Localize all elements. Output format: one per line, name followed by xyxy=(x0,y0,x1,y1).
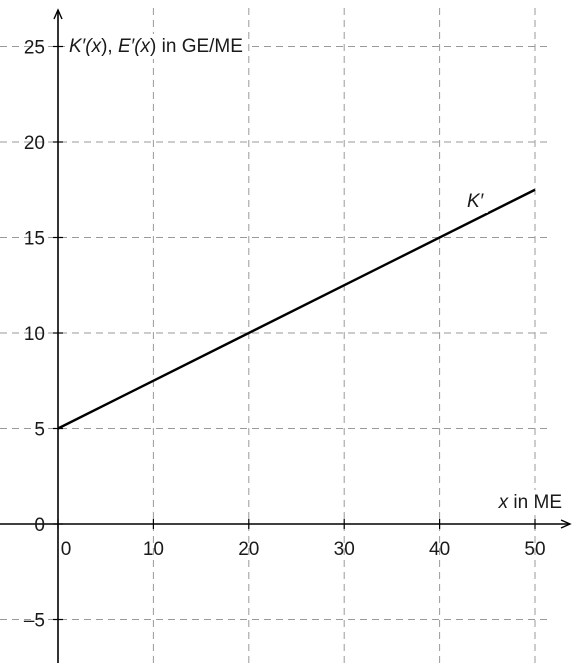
y-axis-label-part: x xyxy=(140,36,152,57)
grid xyxy=(0,8,548,663)
x-tick-label: 0 xyxy=(61,539,72,560)
x-tick-label: 50 xyxy=(524,539,545,560)
y-tick-label: 10 xyxy=(24,324,45,345)
labels: K′(x), E′(x) in GE/ME x in ME K′ xyxy=(65,34,566,515)
y-axis-label: K′(x), E′(x) in GE/ME xyxy=(69,36,243,57)
y-tick-label: 5 xyxy=(34,420,45,441)
x-axis-label: x in ME xyxy=(498,492,562,513)
y-axis-label-part: E′( xyxy=(118,36,142,57)
x-axis-label-part: in ME xyxy=(508,492,562,513)
series-label-k-prime: K′ xyxy=(467,191,485,212)
y-axis-label-part: K′( xyxy=(69,36,93,57)
y-tick-label: –5 xyxy=(24,611,45,632)
y-axis-arrow xyxy=(53,8,63,20)
ticks: 0 10 20 30 40 50 –5 0 5 10 15 20 25 xyxy=(24,38,546,632)
x-axis-label-part: x xyxy=(498,492,510,513)
x-tick-label: 30 xyxy=(334,539,355,560)
y-axis-label-part: ) in GE/ME xyxy=(150,36,243,57)
x-tick-label: 20 xyxy=(238,539,259,560)
series xyxy=(57,188,536,430)
x-tick-label: 40 xyxy=(429,539,450,560)
y-axis-label-background xyxy=(65,34,247,59)
y-axis-label-part: x xyxy=(91,36,103,57)
y-tick-label: 15 xyxy=(24,229,45,250)
x-tick-label: 10 xyxy=(143,539,164,560)
series-label-background xyxy=(464,190,488,213)
series-line-k-prime xyxy=(57,188,536,430)
y-tick-label: 20 xyxy=(24,133,45,154)
y-tick-label: 25 xyxy=(24,38,45,59)
x-axis-label-background xyxy=(493,490,566,515)
axes xyxy=(0,8,572,663)
y-axis-label-part: ), xyxy=(101,36,118,57)
y-tick-label: 0 xyxy=(34,515,45,536)
x-axis-arrow xyxy=(560,519,572,529)
